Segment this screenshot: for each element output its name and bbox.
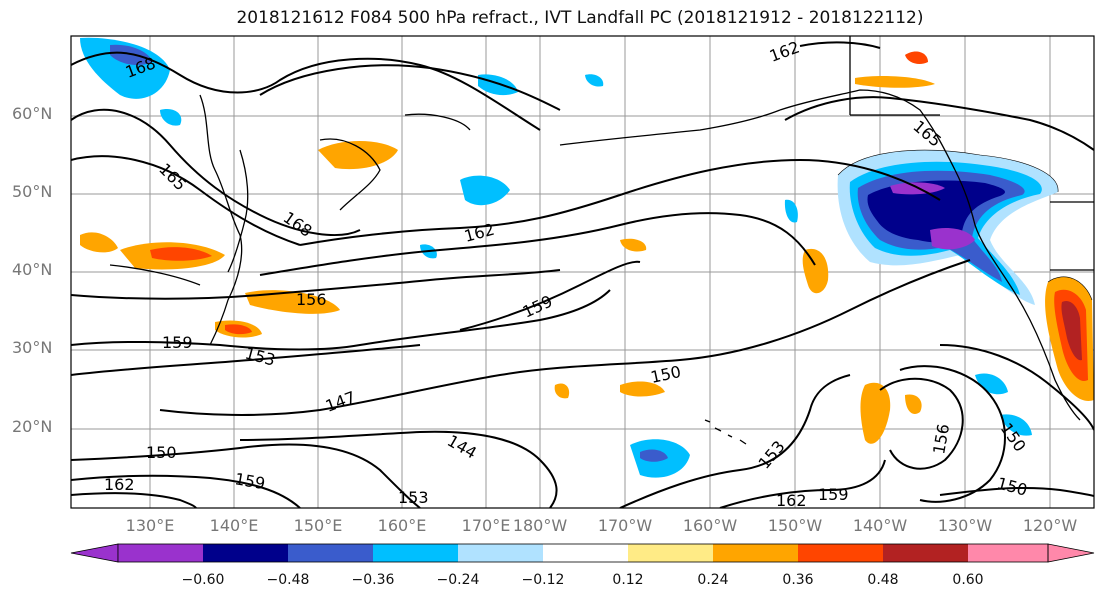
contour-label: 153	[398, 488, 429, 507]
lon-label: 160°W	[682, 516, 738, 535]
lon-label: 160°E	[377, 516, 427, 535]
colorbar-swatch	[628, 544, 713, 562]
colorbar-extend-low	[70, 543, 119, 563]
colorbar-tick-label: −0.24	[436, 572, 480, 588]
colorbar-swatch	[288, 544, 373, 562]
colorbar-swatch	[713, 544, 798, 562]
coastlines	[109, 36, 1094, 445]
colorbar-tick-label: −0.60	[181, 572, 225, 588]
lat-label: 20°N	[12, 417, 53, 436]
refractivity-contours	[71, 41, 1094, 508]
lon-label: 170°W	[597, 516, 653, 535]
lon-label: 130°E	[125, 516, 175, 535]
lat-label: 30°N	[12, 338, 53, 357]
lon-label: 140°E	[209, 516, 259, 535]
lon-label: 150°E	[293, 516, 343, 535]
graticule	[71, 36, 1094, 508]
map-title: 2018121612 F084 500 hPa refract., IVT La…	[236, 8, 924, 28]
lon-label: 120°W	[1022, 516, 1078, 535]
colorbar-swatch	[203, 544, 288, 562]
map-frame	[70, 35, 1095, 509]
colorbar-swatch	[883, 544, 968, 562]
lat-label: 40°N	[12, 260, 53, 279]
lon-label: 170°E	[461, 516, 511, 535]
colorbar-swatch	[458, 544, 543, 562]
contour-label: 159	[818, 485, 849, 504]
colorbar-extend-high	[1047, 543, 1095, 563]
colorbar-swatch	[118, 544, 203, 562]
colorbar-swatch	[543, 544, 628, 562]
contour-label: 162	[776, 491, 807, 510]
colorbar-tick-label: 0.60	[952, 572, 984, 588]
lon-label: 130°W	[937, 516, 993, 535]
contour-label: 162	[104, 475, 135, 494]
colorbar	[70, 543, 1095, 563]
colorbar-tick-label: 0.48	[867, 572, 899, 588]
colorbar-tick-label: 0.24	[697, 572, 729, 588]
colorbar-swatch	[373, 544, 458, 562]
colorbar-outline	[117, 543, 1049, 563]
lat-label: 60°N	[12, 104, 53, 123]
shading-outlines	[837, 149, 1093, 301]
colorbar-tick-label: 0.36	[782, 572, 814, 588]
colorbar-swatch	[968, 544, 1048, 562]
colorbar-tick-label: −0.36	[351, 572, 395, 588]
lon-label: 140°W	[852, 516, 908, 535]
colorbar-swatch	[798, 544, 883, 562]
contour-label: 156	[296, 290, 327, 309]
colorbar-tick-label: 0.12	[612, 572, 644, 588]
lon-label: 150°W	[767, 516, 823, 535]
lat-label: 50°N	[12, 182, 53, 201]
contour-label: 150	[146, 443, 177, 462]
lon-label: 180°W	[512, 516, 568, 535]
colorbar-tick-label: −0.48	[266, 572, 310, 588]
colorbar-tick-label: −0.12	[521, 572, 565, 588]
contour-label: 159	[162, 333, 193, 352]
